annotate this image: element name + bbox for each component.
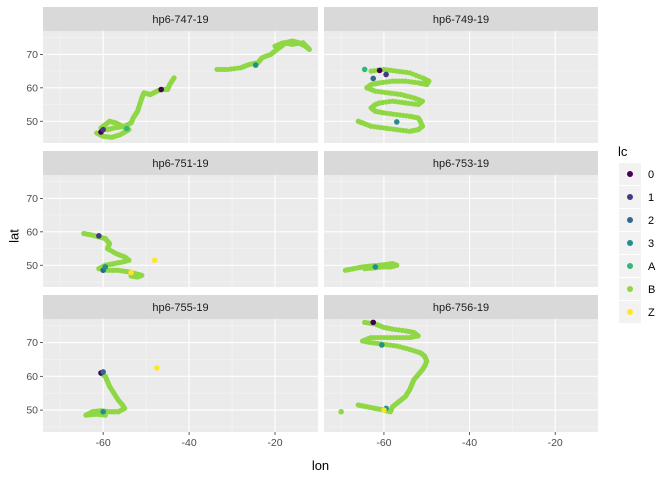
facet-strip <box>324 295 598 319</box>
facet-strip-label: hp6-755-19 <box>152 302 208 314</box>
data-point-3 <box>372 264 379 270</box>
legend-label: B <box>648 284 655 296</box>
legend: lc 0 1 2 3 ABZ <box>618 144 656 323</box>
facet-strip <box>43 7 318 31</box>
panel-background <box>324 319 598 432</box>
track-1 <box>214 38 313 73</box>
legend-key-B <box>627 286 633 292</box>
facet-panel: hp6-755-19 <box>43 295 319 432</box>
data-point <box>272 43 278 49</box>
facet-panel: hp6-756-19 <box>324 295 599 432</box>
data-point-Z <box>154 365 160 371</box>
x-tick-label: -20 <box>267 437 282 449</box>
y-tick-label: 60 <box>26 82 38 94</box>
facet-panel: hp6-749-19 <box>324 7 599 143</box>
data-point-0 <box>376 67 383 74</box>
legend-key-3 <box>627 240 633 246</box>
track-0 <box>94 75 177 140</box>
legend-key-A <box>627 263 633 269</box>
facet-strip <box>324 7 598 31</box>
legend-label: A <box>648 261 656 273</box>
facet-strip-label: hp6-749-19 <box>433 14 489 26</box>
data-point-Z <box>151 257 158 264</box>
data-point-Z <box>381 407 387 413</box>
y-tick-label: 50 <box>26 116 38 128</box>
facet-strip-label: hp6-747-19 <box>152 14 208 26</box>
axes-layer: 50 60 70 50 60 70 50 60 70 -60 -40 -20 -60 -40 -20 <box>26 49 563 449</box>
data-point-3 <box>252 62 259 68</box>
data-point-Z <box>128 269 134 276</box>
data-point <box>171 75 177 81</box>
facet-panel: hp6-751-19 <box>43 151 319 287</box>
data-point-1 <box>100 126 106 133</box>
legend-label: 0 <box>648 169 654 181</box>
legend-label: 1 <box>648 192 654 204</box>
track-0 <box>355 66 432 134</box>
data-point-3 <box>102 264 109 270</box>
x-tick-label: -60 <box>376 437 391 449</box>
legend-key-2 <box>627 217 633 223</box>
facet-panel: hp6-747-19 <box>43 7 319 143</box>
y-axis-title: lat <box>7 229 22 243</box>
x-tick-label: -40 <box>462 437 477 449</box>
y-tick-label: 60 <box>26 226 38 238</box>
facet-strip-label: hp6-751-19 <box>152 158 208 170</box>
data-point-A <box>123 125 130 132</box>
facet-strip <box>43 151 318 175</box>
data-point-1 <box>383 71 389 78</box>
legend-title: lc <box>618 144 628 159</box>
y-tick-label: 70 <box>26 193 38 205</box>
x-axis-title: lon <box>312 458 329 473</box>
data-point-1 <box>96 233 102 239</box>
legend-label: 2 <box>648 215 654 227</box>
legend-key-1 <box>627 194 633 200</box>
y-tick-label: 70 <box>26 49 38 61</box>
data-point-0 <box>158 86 164 93</box>
legend-label: 3 <box>648 238 654 250</box>
data-point-3 <box>100 408 106 415</box>
legend-key-Z <box>627 309 633 315</box>
legend-key-0 <box>627 171 633 177</box>
data-point <box>362 266 368 272</box>
data-point <box>355 402 361 408</box>
x-tick-label: -60 <box>96 437 111 449</box>
data-point-0 <box>370 319 377 326</box>
legend-label: Z <box>648 307 655 319</box>
y-tick-label: 60 <box>26 371 38 383</box>
data-point-2 <box>100 369 106 375</box>
facet-strip-label: hp6-753-19 <box>433 158 489 170</box>
data-point-A <box>361 66 368 73</box>
panels-layer: hp6-747-19 hp6-749-19 hp6-751-19 hp6-753-19… <box>43 7 599 432</box>
y-tick-label: 50 <box>26 405 38 417</box>
facet-strip <box>43 295 318 319</box>
panel-background <box>43 31 318 143</box>
panel-background <box>43 175 318 287</box>
facet-panel: hp6-753-19 <box>324 151 599 287</box>
data-point-2 <box>370 75 377 82</box>
data-point <box>355 118 361 124</box>
data-point-B <box>338 408 344 415</box>
facet-strip-label: hp6-756-19 <box>433 302 489 314</box>
facet-strip <box>324 151 598 175</box>
data-point-3 <box>393 119 400 125</box>
y-tick-label: 50 <box>26 260 38 272</box>
x-tick-label: -20 <box>548 437 563 449</box>
data-point-3 <box>378 342 385 348</box>
x-tick-label: -40 <box>182 437 197 449</box>
y-tick-label: 70 <box>26 337 38 349</box>
